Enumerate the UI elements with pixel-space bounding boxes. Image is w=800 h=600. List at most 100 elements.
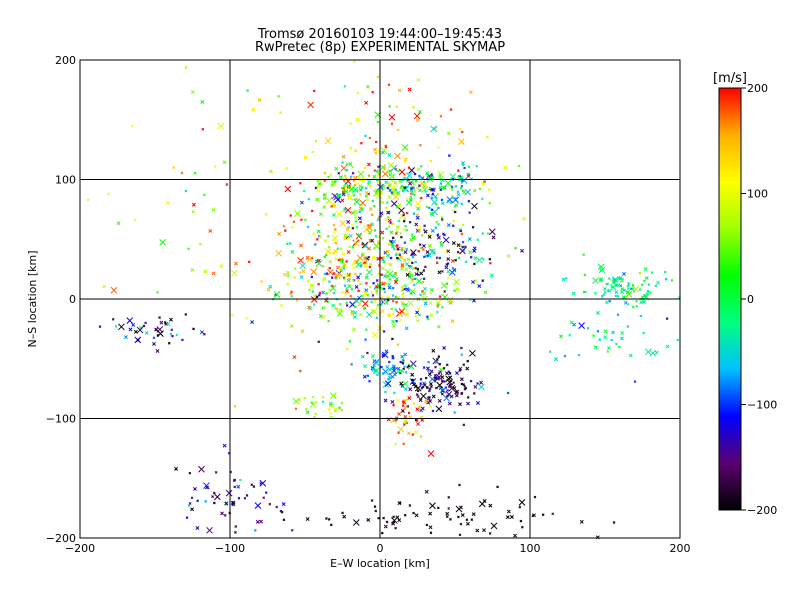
scatter-point <box>339 259 344 264</box>
scatter-point <box>363 263 368 268</box>
scatter-point <box>403 176 406 180</box>
scatter-point <box>414 222 419 227</box>
scatter-point <box>363 291 368 296</box>
scatter-point <box>387 225 391 228</box>
scatter-point <box>397 219 401 223</box>
scatter-point <box>338 175 343 180</box>
scatter-point <box>345 273 350 278</box>
scatter-point <box>413 193 416 197</box>
scatter-point <box>619 289 624 294</box>
scatter-point <box>452 219 456 223</box>
scatter-point <box>392 515 395 519</box>
scatter-point <box>423 301 428 306</box>
scatter-point <box>217 122 224 130</box>
scatter-point <box>358 312 363 317</box>
scatter-point <box>469 379 473 383</box>
scatter-point <box>351 171 355 175</box>
scatter-point <box>187 247 190 251</box>
scatter-point <box>356 279 360 282</box>
scatter-point <box>466 396 470 399</box>
scatter-point <box>292 355 297 360</box>
scatter-point <box>506 254 511 259</box>
scatter-point <box>437 372 441 375</box>
scatter-point <box>352 261 356 266</box>
scatter-point <box>426 315 429 319</box>
scatter-point <box>442 232 445 236</box>
scatter-point <box>443 380 446 383</box>
scatter-point <box>438 295 442 298</box>
scatter-point <box>408 265 413 270</box>
scatter-point <box>400 184 404 188</box>
scatter-point <box>402 442 406 446</box>
scatter-point <box>467 237 472 242</box>
scatter-point <box>375 192 383 199</box>
scatter-point <box>377 516 380 520</box>
scatter-point <box>461 161 465 166</box>
scatter-point <box>358 210 361 214</box>
scatter-point <box>358 187 363 192</box>
scatter-point <box>327 518 331 521</box>
scatter-point <box>472 392 476 395</box>
scatter-point <box>379 303 383 306</box>
scatter-point <box>297 257 304 264</box>
scatter-point <box>460 353 464 357</box>
scatter-point <box>415 407 420 412</box>
scatter-point <box>315 401 318 404</box>
scatter-point <box>407 87 412 92</box>
scatter-point <box>354 216 357 219</box>
scatter-point <box>444 265 449 270</box>
scatter-point <box>430 125 438 133</box>
scatter-point <box>370 222 374 227</box>
scatter-point <box>386 253 390 258</box>
scatter-point <box>620 336 624 341</box>
scatter-point <box>454 185 458 188</box>
scatter-point <box>152 341 156 346</box>
scatter-point <box>290 294 294 298</box>
scatter-point <box>314 412 318 416</box>
scatter-point <box>361 179 364 183</box>
scatter-point <box>425 523 429 527</box>
scatter-point <box>163 321 167 324</box>
scatter-point <box>425 205 429 209</box>
scatter-point <box>375 316 379 320</box>
scatter-point <box>413 288 416 292</box>
scatter-point <box>434 202 438 206</box>
scatter-point <box>460 184 464 188</box>
scatter-point <box>281 502 286 507</box>
scatter-point <box>387 153 392 158</box>
scatter-point <box>334 228 337 231</box>
scatter-point <box>199 330 204 335</box>
scatter-point <box>383 524 388 529</box>
scatter-point <box>449 173 457 180</box>
scatter-point <box>416 319 419 323</box>
scatter-point <box>396 190 401 195</box>
scatter-point <box>343 174 347 178</box>
scatter-point <box>486 232 490 235</box>
scatter-point <box>429 531 433 535</box>
scatter-point <box>606 350 610 353</box>
scatter-point <box>478 500 486 508</box>
scatter-point <box>513 533 518 538</box>
scatter-point <box>403 311 407 315</box>
scatter-point <box>353 176 357 180</box>
scatter-point <box>428 511 433 516</box>
scatter-point <box>411 235 416 240</box>
scatter-point <box>445 515 449 518</box>
scatter-point <box>403 303 408 307</box>
scatter-point <box>509 515 514 519</box>
scatter-point <box>385 227 388 231</box>
scatter-point <box>300 329 305 334</box>
scatter-point <box>379 287 383 290</box>
scatter-point <box>411 255 415 259</box>
scatter-point <box>286 274 290 277</box>
scatter-point <box>353 209 358 214</box>
scatter-point <box>586 327 590 330</box>
scatter-point <box>192 327 195 331</box>
scatter-point <box>440 216 444 219</box>
scatter-point <box>594 291 597 295</box>
scatter-point <box>611 330 616 335</box>
scatter-point <box>436 324 441 329</box>
scatter-point <box>423 224 426 228</box>
scatter-point <box>592 334 595 337</box>
scatter-point <box>627 287 630 290</box>
